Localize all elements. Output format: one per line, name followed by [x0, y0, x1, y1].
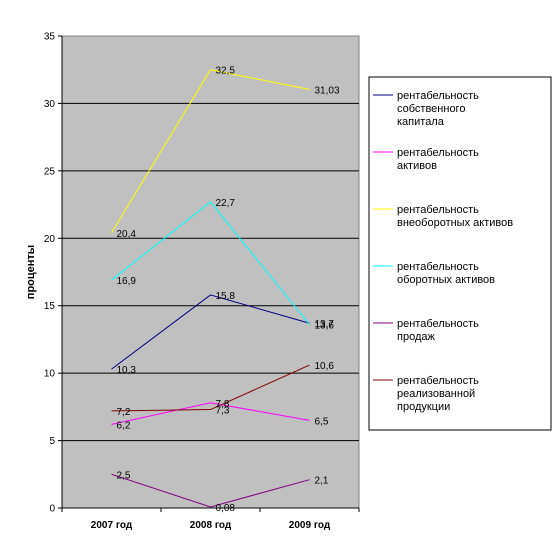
y-axis-title: проценты	[25, 245, 37, 299]
data-label: 10,6	[315, 361, 335, 372]
x-axis: 2007 год 2008 год 2009 год	[61, 507, 360, 531]
data-label: 6,2	[117, 420, 131, 431]
y-axis: 0 5 10 15 20 25 30 35	[44, 32, 63, 515]
grid-lines	[62, 102, 359, 442]
data-label: 7,8	[216, 399, 230, 410]
data-label: 13,6	[315, 321, 335, 332]
data-label: 32,5	[216, 66, 236, 77]
data-label: 2,1	[315, 476, 329, 487]
data-label: 7,2	[117, 407, 131, 418]
legend-label: рентабельность	[397, 147, 479, 159]
legend-label: продукции	[397, 401, 450, 413]
data-label: 10,3	[117, 365, 137, 376]
series-line	[111, 294, 310, 370]
legend-label: собственного	[397, 103, 465, 115]
series-lines	[111, 69, 310, 508]
data-label: 7,3	[216, 406, 230, 417]
data-label: 6,5	[315, 416, 329, 427]
series-line	[111, 201, 310, 325]
y-tick-label: 25	[44, 166, 56, 177]
y-tick-label: 10	[44, 369, 56, 380]
y-tick-label: 0	[49, 504, 55, 515]
legend-label: рентабельность	[397, 375, 479, 387]
legend-box	[368, 76, 552, 431]
series-line	[111, 364, 310, 412]
data-label: 13,7	[315, 319, 335, 330]
data-label: 15,8	[216, 291, 236, 302]
y-tick-label: 5	[49, 436, 55, 447]
legend-label: реализованной	[397, 388, 475, 400]
data-labels: 10,3 15,8 13,7 6,2 7,8 6,5 20,4 32,5 31,03 16,9 22…	[117, 66, 340, 514]
legend-label: активов	[397, 160, 437, 172]
legend: рентабельностьсобственногокапиталарентаб…	[373, 90, 513, 413]
data-label: 16,9	[117, 276, 137, 287]
x-tick-label: 2007 год	[91, 520, 133, 531]
data-label: 2,5	[117, 470, 131, 481]
legend-label: оборотных активов	[397, 274, 495, 286]
y-tick-label: 20	[44, 234, 56, 245]
x-tick-label: 2009 год	[289, 520, 331, 531]
data-label: 0,08	[216, 503, 236, 514]
series-line	[111, 473, 310, 508]
legend-label: рентабельность	[397, 204, 479, 216]
legend-label: капитала	[397, 116, 445, 128]
legend-label: рентабельность	[397, 318, 479, 330]
data-label: 20,4	[117, 229, 137, 240]
y-tick-label: 30	[44, 99, 56, 110]
plot-area	[61, 35, 360, 509]
series-line	[111, 402, 310, 425]
legend-label: внеоборотных активов	[397, 217, 513, 229]
x-tick-label: 2008 год	[190, 520, 232, 531]
data-label: 31,03	[315, 86, 340, 97]
legend-label: продаж	[397, 331, 435, 343]
data-label: 22,7	[216, 198, 236, 209]
series-line	[111, 69, 310, 234]
y-tick-label: 15	[44, 301, 56, 312]
legend-label: рентабельность	[397, 261, 479, 273]
y-tick-label: 35	[44, 32, 56, 43]
legend-label: рентабельность	[397, 90, 479, 102]
